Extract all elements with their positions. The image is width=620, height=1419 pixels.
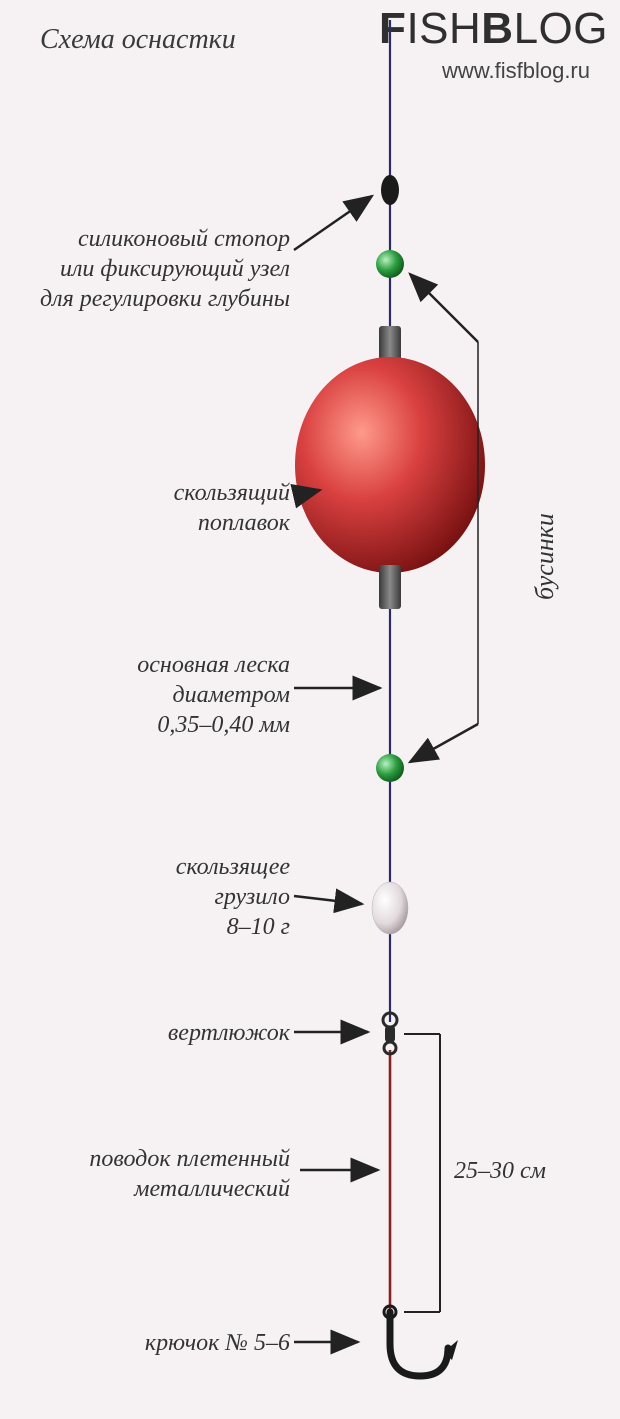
label-stopper: силиконовый стопорили фиксирующий узелдл… xyxy=(40,224,290,314)
arrow-stopper xyxy=(294,196,372,250)
label-beads: бусинки xyxy=(530,513,560,600)
dimension-bracket xyxy=(404,1034,440,1312)
stopper xyxy=(381,175,399,205)
label-main-line: основная лескадиаметром0,35–0,40 мм xyxy=(137,650,290,740)
label-leader: поводок плетенныйметаллический xyxy=(89,1144,290,1204)
float-tube-bottom xyxy=(379,565,401,609)
arrow-sinker xyxy=(294,896,362,904)
arrow-bead-top xyxy=(410,274,478,342)
hook-icon xyxy=(384,1306,458,1376)
label-swivel: вертлюжок xyxy=(168,1018,290,1048)
label-sinker: скользящеегрузило8–10 г xyxy=(176,852,290,942)
bead-mid xyxy=(376,754,404,782)
label-hook: крючок № 5–6 xyxy=(145,1328,290,1358)
bead-top xyxy=(376,250,404,278)
sinker xyxy=(372,882,408,934)
label-float: скользящийпоплавок xyxy=(174,478,290,538)
label-leader-length: 25–30 см xyxy=(454,1158,546,1185)
float-body xyxy=(295,357,485,573)
rig-diagram xyxy=(0,0,620,1419)
arrow-bead-bottom xyxy=(410,724,478,762)
